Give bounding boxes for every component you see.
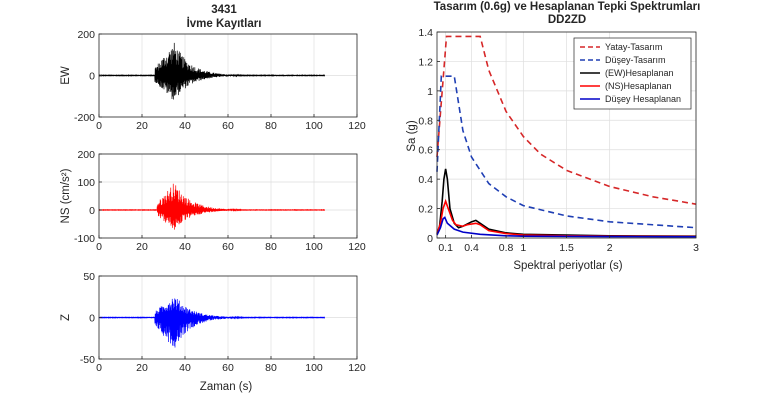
y-tick-label: 1.4 <box>418 27 433 39</box>
x-tick-label: 120 <box>348 362 366 374</box>
legend-label: Düşey-Tasarım <box>605 55 666 65</box>
x-tick-label: 0.4 <box>464 242 479 254</box>
x-tick-label: 100 <box>305 241 323 253</box>
x-tick-label: 100 <box>305 362 323 374</box>
y-tick-label: -200 <box>74 112 95 124</box>
x-tick-label: 60 <box>222 241 234 253</box>
y-tick-label: 100 <box>77 177 95 189</box>
x-tick-label: 20 <box>136 120 148 132</box>
subplot-spectrum: 0.1 0.4 0.8 1 1.5 2 3 0 0.2 0.4 0.6 0.8 1 1.2 1.4 Yatay… <box>418 27 699 254</box>
legend: Yatay-Tasarım Düşey-Tasarım (EW)Hesaplanan… <box>573 37 692 110</box>
series-line-5 <box>436 216 697 238</box>
left-xlabel: Zaman (s) <box>200 381 253 393</box>
x-tick-label: 0 <box>96 241 102 253</box>
y-tick-label: 0.6 <box>418 145 433 157</box>
x-tick-label: 20 <box>136 362 148 374</box>
x-tick-label: 40 <box>179 120 191 132</box>
y-tick-label: -100 <box>74 233 95 245</box>
acceleration-trace <box>98 183 326 230</box>
x-tick-label: 20 <box>136 241 148 253</box>
series-line-2 <box>436 75 697 229</box>
y-tick-label: -50 <box>80 354 95 366</box>
x-tick-label: 40 <box>179 241 191 253</box>
x-tick-label: 3 <box>693 242 699 254</box>
x-tick-label: 80 <box>265 241 277 253</box>
y-tick-label: 0.4 <box>418 174 433 186</box>
left-title-line1: 3431 <box>211 4 237 16</box>
legend-label: (EW)Hesaplanan <box>605 68 674 78</box>
x-tick-label: 0 <box>96 120 102 132</box>
legend-label: (NS)Hesaplanan <box>605 81 672 91</box>
legend-label: Düşey Hesaplanan <box>605 94 681 104</box>
y-tick-label: 1.2 <box>418 56 433 68</box>
x-tick-label: 40 <box>179 362 191 374</box>
right-ylabel: Sa (g) <box>406 120 418 151</box>
x-tick-label: 1 <box>520 242 526 254</box>
y-axis-label: EW <box>60 66 72 85</box>
y-tick-label: 200 <box>77 29 95 41</box>
x-tick-label: 0.1 <box>438 242 453 254</box>
right-title-line1: Tasarım (0.6g) ve Hesaplanan Tepki Spekt… <box>434 1 701 13</box>
y-tick-label: 0.8 <box>418 115 433 127</box>
x-tick-label: 120 <box>348 241 366 253</box>
x-tick-label: 80 <box>265 120 277 132</box>
x-tick-label: 0 <box>96 362 102 374</box>
x-tick-label: 2 <box>607 242 613 254</box>
x-tick-label: 80 <box>265 362 277 374</box>
x-tick-label: 100 <box>305 120 323 132</box>
x-tick-label: 120 <box>348 120 366 132</box>
y-axis-label: Z <box>60 314 72 321</box>
right-xlabel: Spektral periyotlar (s) <box>513 260 622 272</box>
left-title-line2: İvme Kayıtları <box>187 17 262 30</box>
series-line-4 <box>436 198 697 238</box>
y-tick-label: 0 <box>89 71 95 83</box>
legend-label: Yatay-Tasarım <box>605 42 662 52</box>
y-tick-label: 0.2 <box>418 204 433 216</box>
y-axis-label: NS (cm/s²) <box>60 168 72 223</box>
y-tick-label: 1 <box>427 86 433 98</box>
y-tick-label: 50 <box>83 271 95 283</box>
y-tick-label: 0 <box>89 205 95 217</box>
x-tick-label: 1.5 <box>559 242 574 254</box>
y-tick-label: 0 <box>427 233 433 245</box>
series-line-1 <box>436 35 697 205</box>
acceleration-trace <box>98 298 326 348</box>
x-tick-label: 60 <box>222 120 234 132</box>
x-tick-label: 60 <box>222 362 234 374</box>
x-tick-label: 0.8 <box>499 242 514 254</box>
right-title-line2: DD2ZD <box>548 14 586 26</box>
y-tick-label: 200 <box>77 149 95 161</box>
acceleration-trace <box>98 42 326 100</box>
y-tick-label: 0 <box>89 313 95 325</box>
